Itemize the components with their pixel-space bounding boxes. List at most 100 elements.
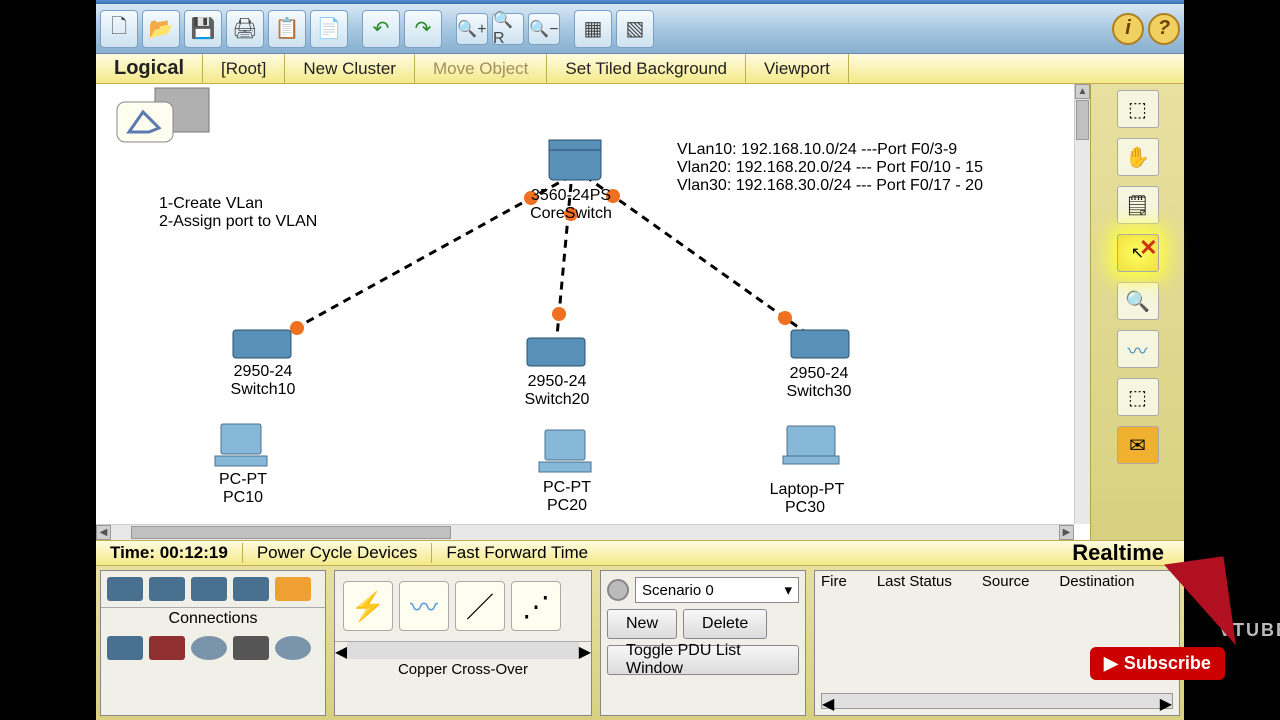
horizontal-scrollbar[interactable]: ◀ ▶ xyxy=(96,524,1074,540)
scroll-right-icon[interactable]: ▶ xyxy=(1059,525,1074,540)
youtube-overlay: VTUBE ▶ Subscribe xyxy=(1090,620,1280,680)
bottom-panel: Connections ⚡ 〰 ／ ⋰ ◀ ▶ Copper Cross-Ov xyxy=(96,566,1184,720)
svg-text:Vlan20: 192.168.20.0/24 --- P: Vlan20: 192.168.20.0/24 --- Port F0/10 -… xyxy=(677,159,983,176)
vscroll-thumb[interactable] xyxy=(1076,100,1089,140)
device-switch20[interactable]: 2950-24 Switch20 xyxy=(525,338,590,408)
copy-button[interactable]: 📋 xyxy=(268,10,306,48)
paste-button[interactable]: 📄 xyxy=(310,10,348,48)
svg-text:2-Assign port to VLAN: 2-Assign port to VLAN xyxy=(159,213,317,230)
fast-forward-button[interactable]: Fast Forward Time xyxy=(432,543,602,563)
palette-button[interactable]: ▦ xyxy=(574,10,612,48)
move-object-button[interactable]: Move Object xyxy=(415,54,547,83)
connections-label: Connections xyxy=(101,607,325,630)
save-button[interactable]: 💾 xyxy=(184,10,222,48)
device-pc30[interactable]: Laptop-PT PC30 xyxy=(770,426,845,516)
cable-label: Copper Cross-Over xyxy=(335,659,591,680)
toggle-pdu-button[interactable]: Toggle PDU List Window xyxy=(607,645,799,675)
misc-category[interactable] xyxy=(275,636,311,660)
custom-button[interactable]: ▧ xyxy=(616,10,654,48)
new-cluster-button[interactable]: New Cluster xyxy=(285,54,415,83)
crossover-cable[interactable]: ⋰ xyxy=(511,581,561,631)
delete-scenario-button[interactable]: Delete xyxy=(683,609,767,639)
message-tool[interactable]: ✉ xyxy=(1117,426,1159,464)
straight-cable[interactable]: ／ xyxy=(455,581,505,631)
core-name: CoreSwitch xyxy=(530,205,612,222)
scenario-select[interactable]: Scenario 0▾ xyxy=(635,577,799,603)
vertical-scrollbar[interactable]: ▲ xyxy=(1074,84,1090,524)
pdu-scrollbar[interactable]: ◀▶ xyxy=(821,693,1173,709)
col-last-status: Last Status xyxy=(877,573,952,590)
resize-tool[interactable]: ⬚ xyxy=(1117,378,1159,416)
zoom-reset-button[interactable]: 🔍R xyxy=(492,13,524,45)
hscroll-thumb[interactable] xyxy=(131,526,451,539)
redo-button[interactable]: ↷ xyxy=(404,10,442,48)
zoom-in-button[interactable]: 🔍+ xyxy=(456,13,488,45)
mode-label[interactable]: Realtime xyxy=(1072,540,1184,566)
print-button[interactable]: 🖨 xyxy=(226,10,264,48)
svg-text:2950-24: 2950-24 xyxy=(234,363,293,380)
close-icon: ✕ xyxy=(1139,235,1157,261)
device-core-switch[interactable]: 3560-24PS CoreSwitch xyxy=(530,140,612,222)
workspace-bar: Logical [Root] New Cluster Move Object S… xyxy=(96,54,1184,84)
note-vlans: VLan10: 192.168.10.0/24 ---Port F0/3-9 V… xyxy=(677,141,983,194)
logical-tab[interactable]: Logical xyxy=(96,54,203,83)
zoom-out-button[interactable]: 🔍− xyxy=(528,13,560,45)
time-label: Time: 00:12:19 xyxy=(96,543,243,563)
svg-text:Laptop-PT: Laptop-PT xyxy=(770,481,845,498)
canvas-area: 3560-24PS CoreSwitch 2950-24 Switch10 29… xyxy=(96,84,1184,540)
root-button[interactable]: [Root] xyxy=(203,54,285,83)
enddev-category[interactable] xyxy=(107,636,143,660)
core-model: 3560-24PS xyxy=(531,187,611,204)
multiuser-category[interactable] xyxy=(233,636,269,660)
connection-types-panel: ⚡ 〰 ／ ⋰ ◀ ▶ Copper Cross-Over xyxy=(334,570,592,716)
svg-text:Switch20: Switch20 xyxy=(525,391,590,408)
col-fire: Fire xyxy=(821,573,847,590)
shape-tool[interactable]: 〰 xyxy=(1117,330,1159,368)
undo-button[interactable]: ↶ xyxy=(362,10,400,48)
select-tool[interactable]: ⬚ xyxy=(1117,90,1159,128)
help-button[interactable]: ? xyxy=(1148,13,1180,45)
scroll-up-icon[interactable]: ▲ xyxy=(1075,84,1090,99)
tiled-bg-button[interactable]: Set Tiled Background xyxy=(547,54,746,83)
device-pc10[interactable]: PC-PT PC10 xyxy=(215,424,267,506)
new-file-button[interactable]: 🗋 xyxy=(100,10,138,48)
viewport-button[interactable]: Viewport xyxy=(746,54,849,83)
new-scenario-button[interactable]: New xyxy=(607,609,677,639)
col-destination: Destination xyxy=(1059,573,1134,590)
col-source: Source xyxy=(982,573,1030,590)
svg-text:PC-PT: PC-PT xyxy=(543,479,591,496)
hand-tool[interactable]: ✋ xyxy=(1117,138,1159,176)
subscribe-button[interactable]: ▶ Subscribe xyxy=(1090,647,1225,680)
topology-canvas[interactable]: 3560-24PS CoreSwitch 2950-24 Switch10 29… xyxy=(96,84,1074,524)
scroll-left-icon[interactable]: ◀ xyxy=(335,642,347,659)
navigator-widget[interactable] xyxy=(117,88,209,142)
router-category[interactable] xyxy=(107,577,143,601)
svg-text:Switch30: Switch30 xyxy=(787,383,852,400)
info-button[interactable]: i xyxy=(1112,13,1144,45)
svg-text:Switch10: Switch10 xyxy=(231,381,296,398)
device-switch10[interactable]: 2950-24 Switch10 xyxy=(231,330,296,398)
open-button[interactable]: 📂 xyxy=(142,10,180,48)
svg-text:PC10: PC10 xyxy=(223,489,263,506)
wireless-category[interactable] xyxy=(233,577,269,601)
switch-category[interactable] xyxy=(149,577,185,601)
hub-category[interactable] xyxy=(191,577,227,601)
auto-cable[interactable]: ⚡ xyxy=(343,581,393,631)
wan-category[interactable] xyxy=(149,636,185,660)
svg-text:PC-PT: PC-PT xyxy=(219,471,267,488)
scenario-icon xyxy=(607,579,629,601)
device-switch30[interactable]: 2950-24 Switch30 xyxy=(787,330,852,400)
power-cycle-button[interactable]: Power Cycle Devices xyxy=(243,543,433,563)
scroll-left-icon[interactable]: ◀ xyxy=(96,525,111,540)
note-tool[interactable]: 🗒 xyxy=(1117,186,1159,224)
connections-category[interactable] xyxy=(275,577,311,601)
youtube-icon: ▶ xyxy=(1104,653,1118,674)
delete-tool[interactable]: ✕ ↖ xyxy=(1117,234,1159,272)
custom-category[interactable] xyxy=(191,636,227,660)
inspect-tool[interactable]: 🔍 xyxy=(1117,282,1159,320)
note-steps: 1-Create VLan 2-Assign port to VLAN xyxy=(159,195,317,230)
device-pc20[interactable]: PC-PT PC20 xyxy=(539,430,591,514)
console-cable[interactable]: 〰 xyxy=(399,581,449,631)
scenario-panel: Scenario 0▾ New Delete Toggle PDU List W… xyxy=(600,570,806,716)
scroll-right-icon[interactable]: ▶ xyxy=(579,642,591,659)
